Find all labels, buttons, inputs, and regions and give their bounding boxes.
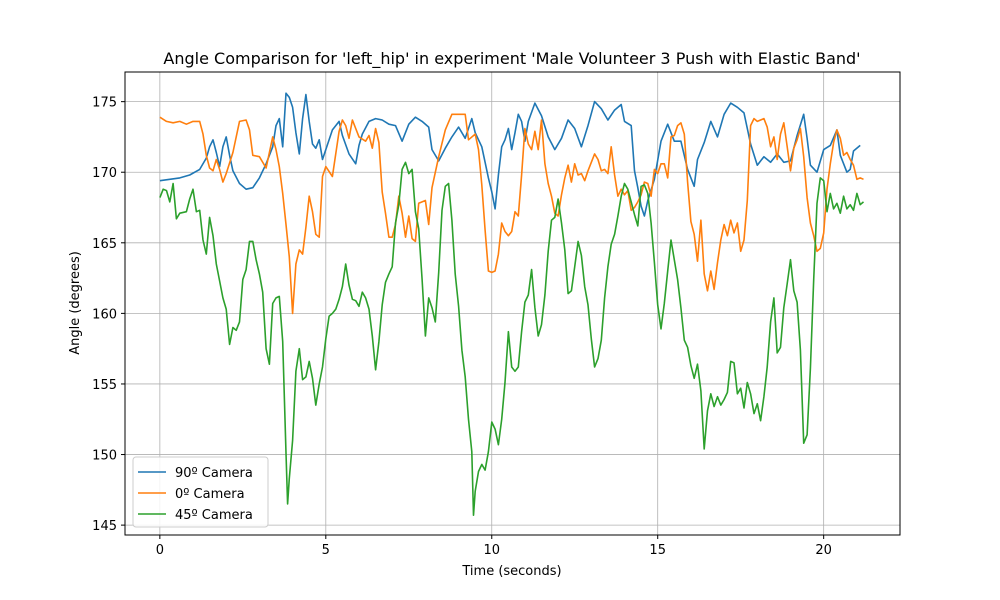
series-line-90-camera [159,92,861,217]
y-tick-label: 175 [92,96,117,111]
grid [125,72,900,535]
x-tick-label: 15 [649,543,666,558]
x-tick-label: 5 [322,543,330,558]
x-tick-label: 20 [815,543,832,558]
chart-title: Angle Comparison for 'left_hip' in exper… [163,49,860,69]
y-tick-label: 170 [92,166,117,181]
x-tick-label: 0 [156,543,164,558]
x-tick-label: 10 [483,543,500,558]
series-line-0-camera [159,113,864,315]
y-tick-label: 155 [92,378,117,393]
legend-box [132,456,269,528]
y-tick-label: 160 [92,307,117,322]
series-line-45-camera [159,161,865,517]
legend-label: 45º Camera [175,508,253,523]
y-tick-label: 150 [92,449,117,464]
y-tick-label: 165 [92,237,117,252]
y-axis: 145 150 155 160 165 170 175 [92,96,125,534]
y-tick-label: 145 [92,519,117,534]
legend: 90º Camera 0º Camera 45º Camera [132,456,269,528]
legend-label: 0º Camera [175,487,245,502]
x-axis-label: Time (seconds) [461,564,561,579]
series-layer [159,92,865,517]
y-axis-label: Angle (degrees) [68,251,83,355]
legend-label: 90º Camera [175,466,253,481]
x-axis: 0 5 10 15 20 [156,535,832,558]
plot-frame [124,71,901,536]
